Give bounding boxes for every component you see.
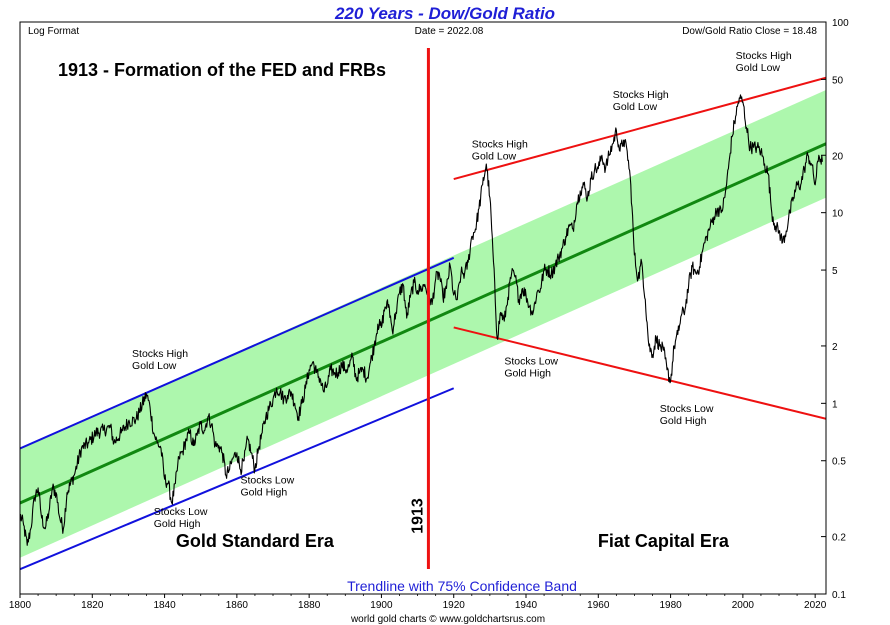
series-line-dow-gold-ratio xyxy=(20,94,823,546)
annotation-line: Stocks Low xyxy=(240,474,294,486)
footer-credit: world gold charts © www.goldchartsrus.co… xyxy=(350,614,545,625)
confidence-band xyxy=(20,89,826,558)
y-tick-label: 1 xyxy=(832,399,838,410)
plot-frame xyxy=(19,21,827,595)
x-tick-label: 1860 xyxy=(226,600,249,611)
y-tick-label: 100 xyxy=(832,18,849,29)
channel-line-2 xyxy=(20,387,455,571)
y-tick-label: 0.5 xyxy=(832,457,846,468)
trend-line xyxy=(20,142,826,505)
x-tick-label: 1820 xyxy=(81,600,104,611)
y-tick-label: 10 xyxy=(832,209,844,220)
channel-line-3 xyxy=(453,76,826,181)
y-tick-label: 2 xyxy=(832,342,838,353)
x-tick-label: 1900 xyxy=(370,600,393,611)
annotation-line: Stocks High xyxy=(613,89,669,101)
annotation-line: Stocks High xyxy=(472,138,528,150)
annotation-line: Stocks Low xyxy=(504,355,558,367)
x-tick-label: 2020 xyxy=(804,600,827,611)
y-tick-label: 5 xyxy=(832,266,838,277)
channel-line-4 xyxy=(453,326,826,420)
annotation-line: Gold High xyxy=(504,367,551,379)
era-label: Gold Standard Era xyxy=(176,531,335,551)
header-scale: Log Format xyxy=(28,26,79,37)
trendline-subtitle: Trendline with 75% Confidence Band xyxy=(347,578,577,594)
annotation-line: Gold Low xyxy=(736,62,781,74)
x-tick-label: 1940 xyxy=(515,600,538,611)
y-tick-label: 0.1 xyxy=(832,590,846,601)
annotation-line: Stocks Low xyxy=(660,403,714,415)
x-tick-label: 1920 xyxy=(443,600,466,611)
annotation-line: Stocks High xyxy=(132,348,188,360)
header-close: Dow/Gold Ratio Close = 18.48 xyxy=(682,26,817,37)
y-tick-label: 0.2 xyxy=(832,533,846,544)
y-tick-label: 50 xyxy=(832,75,844,86)
annotation-line: Gold High xyxy=(660,415,707,427)
annotation-line: Gold Low xyxy=(132,360,177,372)
fed-heading: 1913 - Formation of the FED and FRBs xyxy=(58,60,386,80)
chart-title: 220 Years - Dow/Gold Ratio xyxy=(334,4,555,23)
x-tick-label: 2000 xyxy=(732,600,755,611)
x-tick-label: 1840 xyxy=(153,600,176,611)
annotation-line: Stocks Low xyxy=(154,506,208,518)
annotation-line: Stocks High xyxy=(736,50,792,62)
x-tick-label: 1980 xyxy=(659,600,682,611)
era-label: Fiat Capital Era xyxy=(598,531,730,551)
x-tick-label: 1960 xyxy=(587,600,610,611)
x-tick-label: 1880 xyxy=(298,600,321,611)
channel-line-1 xyxy=(20,256,455,450)
annotation-line: Gold High xyxy=(240,486,287,498)
y-tick-label: 20 xyxy=(832,151,844,162)
annotation-line: Gold Low xyxy=(472,150,517,162)
annotation-line: Gold Low xyxy=(613,101,658,113)
marker-year-label: 1913 xyxy=(409,498,426,534)
header-date: Date = 2022.08 xyxy=(415,26,484,37)
annotation-line: Gold High xyxy=(154,518,201,530)
x-tick-label: 1800 xyxy=(9,600,32,611)
